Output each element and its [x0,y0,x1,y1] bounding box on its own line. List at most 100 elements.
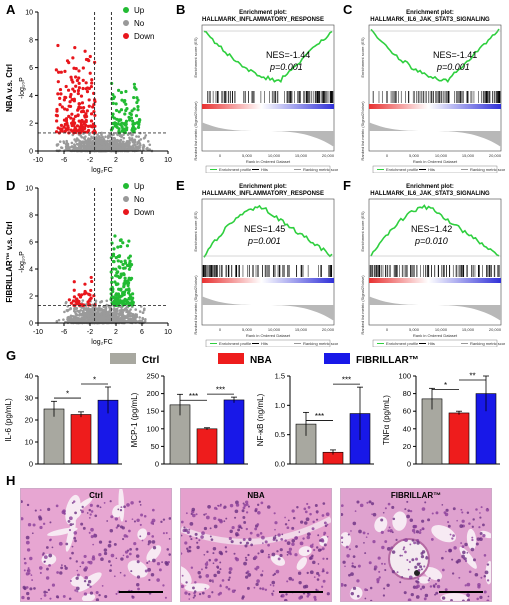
cell-nucleus [326,571,329,575]
cell-nucleus [168,553,171,556]
cell-nucleus [447,521,450,524]
y-tick-label: 2 [29,121,33,128]
significance-label: *** [342,376,351,385]
cell-nucleus [466,511,470,514]
volcano-point-down [85,90,90,94]
cell-nucleus [246,586,250,590]
cell-nucleus [216,570,221,575]
volcano-point-down [76,113,80,117]
cell-nucleus [225,517,228,520]
volcano-point-down [71,56,75,60]
gsea-x-tick-label: 5,000 [242,327,253,332]
cell-nucleus [83,592,88,596]
cell-nucleus [188,528,191,531]
rank-axis-label: Ranked list metric (Signal2Noise) [193,275,198,335]
cell-nucleus [71,551,74,555]
cell-nucleus [234,509,239,514]
particle-deposit [414,570,420,576]
gsea-xlabel: Rank in Ordered Dataset [413,333,458,338]
cell-nucleus [326,592,330,596]
cell-nucleus [21,500,23,504]
cell-nucleus [255,582,259,587]
volcano-point-down [69,301,73,305]
cell-nucleus [368,561,372,565]
volcano-point-no [138,316,141,319]
cell-nucleus [364,552,367,555]
volcano-point-up [119,90,124,95]
cell-nucleus [123,505,126,509]
cell-nucleus [38,566,43,570]
volcano-point-no [67,308,70,312]
gsea-legend-label: Hits [261,341,268,346]
volcano-point-no [125,139,129,143]
cell-nucleus [356,500,360,504]
gsea-x-tick-label: 15,000 [295,153,308,158]
volcano-point-down [82,292,87,296]
cell-nucleus [421,507,426,511]
alveolar-space [137,528,148,540]
cell-nucleus [471,536,474,539]
cell-nucleus [317,574,321,577]
volcano-point-no [116,140,119,144]
cell-nucleus [39,525,43,530]
cell-nucleus [317,534,320,537]
y-tick-label: 0 [407,460,411,469]
volcano-point-no [120,135,123,138]
cell-nucleus [353,565,357,569]
volcano-point-no [107,320,110,324]
volcano-point-no [80,312,83,316]
cell-nucleus [79,565,82,568]
volcano-point-up [114,267,118,271]
cell-nucleus [413,541,417,545]
cell-nucleus [139,523,142,526]
volcano-point-down [76,108,80,112]
gsea-x-tick-label: 20,000 [489,327,502,332]
cell-nucleus [194,532,198,536]
cell-nucleus [137,587,140,591]
volcano-point-no [58,140,62,143]
cell-nucleus [72,523,75,526]
gsea-legend-label: Ranking metric scores [303,341,338,346]
cell-nucleus [75,560,78,563]
cell-nucleus [261,570,264,572]
volcano-point-down [81,109,85,113]
cell-nucleus [249,531,253,535]
cell-nucleus [49,597,52,600]
cell-nucleus [48,553,53,558]
cell-nucleus [413,524,418,529]
cell-nucleus [113,575,116,578]
y-tick-label: 0 [29,321,33,328]
cell-nucleus [48,563,51,567]
cell-nucleus [391,570,395,574]
volcano-legend-label: Up [134,6,145,15]
cell-nucleus [228,567,233,571]
volcano-point-down [78,125,82,129]
volcano-point-no [66,317,69,321]
cell-nucleus [482,523,485,527]
volcano-point-down [89,288,93,293]
cell-nucleus [136,575,141,579]
volcano-point-no [55,320,59,323]
cell-nucleus [321,570,324,573]
gsea-x-tick-label: 10,000 [268,327,281,332]
cell-nucleus [69,523,73,527]
nes-value: NES=1.45 [244,224,285,234]
cell-nucleus [449,533,452,536]
cell-nucleus [286,541,291,545]
cell-nucleus [407,598,412,601]
cell-nucleus [231,589,236,593]
volcano-point-no [87,307,90,311]
y-tick-label: 250 [146,372,159,381]
cell-nucleus [382,511,385,514]
gsea-x-tick-label: 20,000 [322,327,335,332]
volcano-point-up [130,299,134,303]
volcano-point-no [73,138,76,141]
gsea-plot-f: Enrichment plot:HALLMARK_IL6_JAK_STAT3_S… [360,184,505,347]
cell-nucleus [184,541,188,545]
cell-nucleus [477,582,481,587]
cell-nucleus [71,545,74,548]
cell-nucleus [190,538,193,541]
volcano-point-no [88,309,92,313]
volcano-point-down [70,121,74,125]
cell-nucleus [139,535,142,538]
